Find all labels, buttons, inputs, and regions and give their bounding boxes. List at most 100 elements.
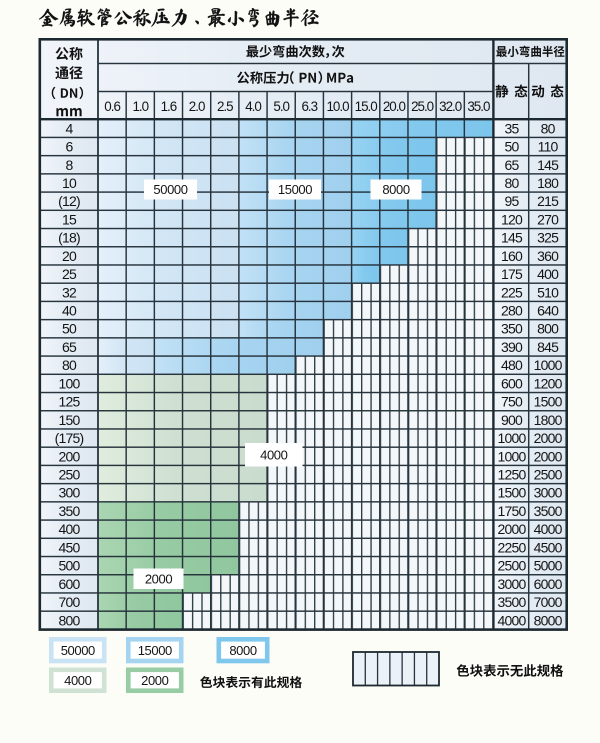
svg-text:1000: 1000 [498,448,527,464]
svg-text:4000: 4000 [498,612,527,628]
svg-text:(175): (175) [55,430,84,446]
svg-text:215: 215 [537,193,559,209]
svg-text:200: 200 [59,448,81,464]
svg-text:1800: 1800 [534,412,563,428]
svg-text:800: 800 [59,612,81,628]
svg-text:1000: 1000 [498,430,527,446]
svg-text:15.0: 15.0 [355,99,378,114]
svg-text:(18): (18) [58,230,80,246]
svg-text:0.6: 0.6 [104,99,120,114]
svg-text:160: 160 [501,248,523,264]
svg-text:3000: 3000 [498,576,527,592]
svg-text:32.0: 32.0 [439,99,462,114]
svg-text:4: 4 [66,120,74,136]
svg-text:6: 6 [66,139,74,155]
svg-text:390: 390 [501,339,523,355]
svg-text:350: 350 [59,503,81,519]
svg-text:15: 15 [62,211,77,227]
svg-text:2.0: 2.0 [189,99,205,114]
svg-text:510: 510 [537,284,559,300]
svg-text:7000: 7000 [534,594,563,610]
svg-text:40: 40 [62,303,77,319]
svg-text:35: 35 [505,120,520,136]
svg-text:280: 280 [501,303,523,319]
svg-text:270: 270 [537,211,559,227]
svg-text:145: 145 [501,230,523,246]
svg-text:10: 10 [62,175,77,191]
svg-text:50000: 50000 [153,182,187,197]
svg-text:2.5: 2.5 [217,99,233,114]
svg-text:1750: 1750 [498,503,527,519]
svg-text:80: 80 [541,120,556,136]
svg-text:350: 350 [501,321,523,337]
svg-text:4500: 4500 [534,539,563,555]
svg-text:4000: 4000 [64,673,91,688]
svg-text:8: 8 [66,157,74,173]
svg-text:65: 65 [62,339,77,355]
svg-text:640: 640 [537,303,559,319]
svg-text:50000: 50000 [61,643,95,658]
svg-text:175: 175 [501,266,523,282]
svg-text:2500: 2500 [498,558,527,574]
svg-text:25: 25 [62,266,77,282]
svg-text:2000: 2000 [534,448,563,464]
svg-text:1250: 1250 [498,467,527,483]
svg-text:6000: 6000 [534,576,563,592]
svg-text:3000: 3000 [534,485,563,501]
svg-text:(12): (12) [58,193,80,209]
svg-text:120: 120 [501,211,523,227]
svg-text:2250: 2250 [498,539,527,555]
svg-text:3500: 3500 [534,503,563,519]
svg-text:8000: 8000 [382,182,409,197]
svg-text:4000: 4000 [260,447,287,462]
svg-text:250: 250 [59,467,81,483]
svg-text:360: 360 [537,248,559,264]
svg-text:32: 32 [62,284,77,300]
svg-text:50: 50 [62,321,77,337]
svg-text:20: 20 [62,248,77,264]
svg-text:450: 450 [59,539,81,555]
svg-text:5000: 5000 [534,558,563,574]
svg-text:2000: 2000 [145,571,172,586]
svg-text:1.6: 1.6 [161,99,177,114]
svg-text:80: 80 [505,175,520,191]
svg-text:4000: 4000 [534,521,563,537]
svg-text:2000: 2000 [141,673,168,688]
svg-text:50: 50 [505,139,520,155]
svg-text:80: 80 [62,357,77,373]
svg-text:600: 600 [59,576,81,592]
svg-text:750: 750 [501,394,523,410]
svg-text:2000: 2000 [498,521,527,537]
svg-text:845: 845 [537,339,559,355]
svg-text:20.0: 20.0 [383,99,406,114]
svg-text:4.0: 4.0 [245,99,261,114]
svg-text:700: 700 [59,594,81,610]
svg-text:225: 225 [501,284,523,300]
svg-text:1200: 1200 [534,375,563,391]
svg-text:400: 400 [537,266,559,282]
svg-text:35.0: 35.0 [467,99,490,114]
svg-text:10.0: 10.0 [326,99,349,114]
svg-text:500: 500 [59,558,81,574]
svg-text:2000: 2000 [534,430,563,446]
svg-text:15000: 15000 [138,643,172,658]
svg-text:900: 900 [501,412,523,428]
svg-text:145: 145 [537,157,559,173]
svg-text:100: 100 [59,375,81,391]
svg-text:400: 400 [59,521,81,537]
svg-text:1500: 1500 [534,394,563,410]
svg-text:325: 325 [537,230,559,246]
svg-text:25.0: 25.0 [411,99,434,114]
svg-text:65: 65 [505,157,520,173]
svg-text:150: 150 [59,412,81,428]
svg-text:125: 125 [59,394,81,410]
svg-text:1000: 1000 [534,357,563,373]
svg-text:600: 600 [501,375,523,391]
svg-text:110: 110 [538,139,559,155]
svg-text:180: 180 [537,175,559,191]
svg-text:95: 95 [505,193,520,209]
svg-text:800: 800 [537,321,559,337]
svg-text:1.0: 1.0 [132,99,148,114]
svg-text:6.3: 6.3 [301,99,317,114]
svg-text:8000: 8000 [229,643,256,658]
